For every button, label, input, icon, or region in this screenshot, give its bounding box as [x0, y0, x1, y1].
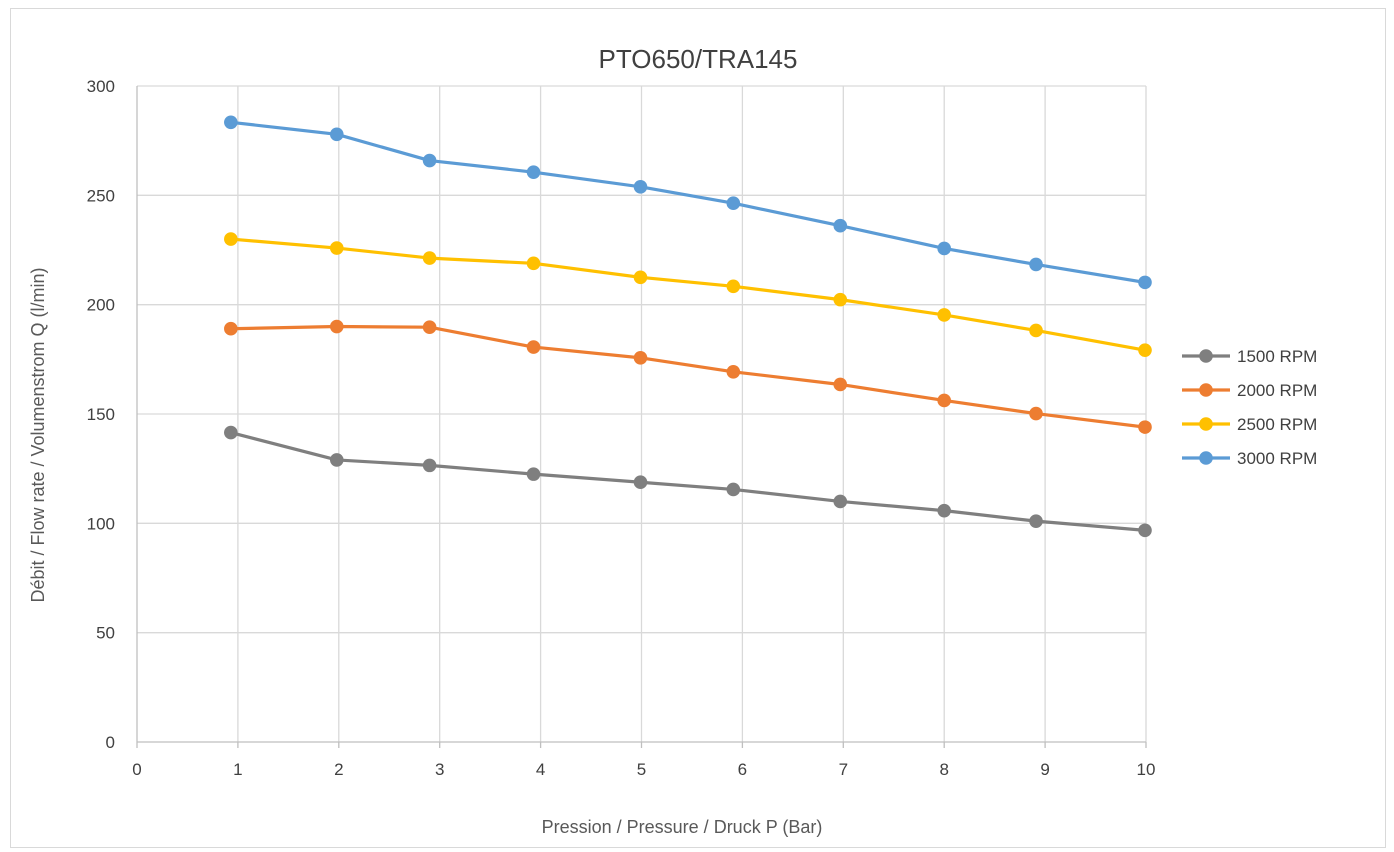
- x-tick-label: 3: [435, 760, 444, 779]
- y-tick-label: 200: [87, 296, 115, 315]
- data-point-3000-rpm: [1138, 275, 1152, 290]
- data-point-2500-rpm: [726, 279, 741, 294]
- x-tick-label: 5: [637, 760, 646, 779]
- series-2500-rpm: [224, 232, 1152, 357]
- data-point-1500-rpm: [937, 503, 951, 518]
- y-tick-label: 0: [106, 733, 115, 752]
- data-point-2000-rpm: [526, 340, 541, 354]
- data-point-2500-rpm: [329, 241, 344, 255]
- data-point-2000-rpm: [937, 393, 951, 408]
- data-point-1500-rpm: [726, 482, 741, 497]
- data-point-2000-rpm: [422, 320, 437, 334]
- y-axis-ticks: 0 50 100 150 200 250 300: [87, 77, 115, 752]
- axes: [136, 86, 1147, 748]
- legend-swatch-marker: [1199, 383, 1213, 397]
- x-tick-label: 6: [738, 760, 747, 779]
- data-point-3000-rpm: [1029, 257, 1043, 272]
- legend-label: 3000 RPM: [1237, 449, 1317, 468]
- data-point-1500-rpm: [1029, 514, 1043, 528]
- data-point-2500-rpm: [224, 232, 238, 246]
- legend-label: 2500 RPM: [1237, 415, 1317, 434]
- x-tick-label: 1: [233, 760, 242, 779]
- data-point-3000-rpm: [422, 153, 437, 168]
- data-point-2000-rpm: [329, 319, 344, 334]
- legend-swatch-marker: [1199, 451, 1213, 465]
- legend-item-2000-rpm: 2000 RPM: [1182, 381, 1317, 400]
- y-tick-label: 100: [87, 514, 115, 533]
- data-point-2000-rpm: [224, 321, 238, 336]
- data-point-3000-rpm: [833, 218, 848, 233]
- series-line-3000-rpm: [229, 120, 1147, 284]
- legend-item-1500-rpm: 1500 RPM: [1182, 347, 1317, 366]
- data-point-2000-rpm: [833, 377, 848, 392]
- data-point-1500-rpm: [526, 467, 541, 481]
- data-point-3000-rpm: [937, 241, 951, 256]
- series-1500-rpm: [224, 425, 1152, 538]
- data-point-1500-rpm: [1138, 523, 1152, 538]
- x-tick-label: 9: [1040, 760, 1049, 779]
- series-2000-rpm: [224, 319, 1152, 434]
- series-line-1500-rpm: [229, 430, 1147, 532]
- legend-label: 1500 RPM: [1237, 347, 1317, 366]
- data-point-2000-rpm: [1138, 420, 1152, 434]
- x-axis-ticks: 0 1 2 3 4 5 6 7 8 9 10: [132, 760, 1155, 779]
- data-point-2000-rpm: [633, 351, 648, 365]
- x-tick-label: 10: [1137, 760, 1156, 779]
- data-point-3000-rpm: [329, 127, 344, 142]
- data-point-3000-rpm: [726, 196, 741, 211]
- data-point-3000-rpm: [224, 115, 238, 130]
- data-point-1500-rpm: [224, 425, 238, 440]
- data-point-2500-rpm: [937, 308, 951, 322]
- data-point-2000-rpm: [1029, 406, 1043, 421]
- legend: 1500 RPM 2000 RPM 2500 RPM 3000 RPM: [1182, 347, 1317, 468]
- legend-label: 2000 RPM: [1237, 381, 1317, 400]
- data-point-1500-rpm: [329, 453, 344, 467]
- y-tick-label: 50: [96, 624, 115, 643]
- series-line-2000-rpm: [229, 324, 1147, 429]
- data-point-1500-rpm: [633, 475, 648, 490]
- x-tick-label: 8: [939, 760, 948, 779]
- legend-swatch-marker: [1199, 417, 1213, 431]
- legend-item-3000-rpm: 3000 RPM: [1182, 449, 1317, 468]
- data-point-2500-rpm: [526, 256, 541, 271]
- x-tick-label: 7: [839, 760, 848, 779]
- data-point-3000-rpm: [633, 180, 648, 194]
- data-point-2500-rpm: [1138, 343, 1152, 357]
- series-3000-rpm: [224, 115, 1152, 290]
- chart-frame: [10, 8, 1386, 848]
- gridlines: [137, 85, 1147, 742]
- data-point-2000-rpm: [726, 364, 741, 379]
- data-point-2500-rpm: [633, 270, 648, 285]
- data-point-2500-rpm: [833, 292, 848, 307]
- legend-item-2500-rpm: 2500 RPM: [1182, 415, 1317, 434]
- x-tick-label: 2: [334, 760, 343, 779]
- y-tick-label: 250: [87, 186, 115, 205]
- y-tick-label: 300: [87, 77, 115, 96]
- legend-swatch-marker: [1199, 349, 1213, 363]
- data-point-2500-rpm: [1029, 323, 1043, 338]
- series-group: [224, 115, 1152, 538]
- data-point-1500-rpm: [833, 494, 848, 509]
- chart-title: PTO650/TRA145: [599, 44, 798, 74]
- y-axis-title: Débit / Flow rate / Volumenstrom Q (l/mi…: [28, 267, 48, 602]
- data-point-3000-rpm: [526, 165, 541, 179]
- series-line-2500-rpm: [229, 237, 1147, 352]
- x-tick-label: 4: [536, 760, 545, 779]
- data-point-2500-rpm: [422, 251, 437, 265]
- data-point-1500-rpm: [422, 458, 437, 473]
- y-tick-label: 150: [87, 405, 115, 424]
- x-axis-title: Pression / Pressure / Druck P (Bar): [542, 817, 823, 837]
- x-tick-label: 0: [132, 760, 141, 779]
